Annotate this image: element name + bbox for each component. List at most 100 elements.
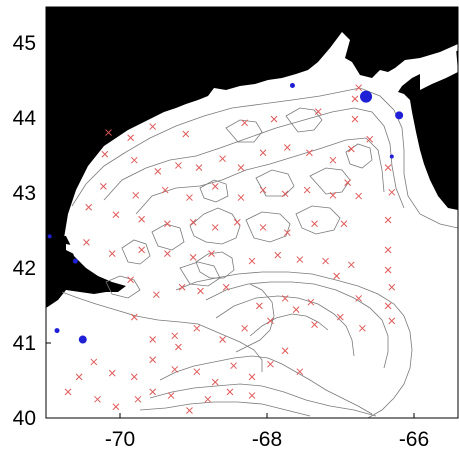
blue-dot-marker bbox=[47, 234, 52, 239]
land-cape-cod bbox=[66, 244, 130, 282]
station-x-marker bbox=[85, 203, 93, 211]
station-x-marker bbox=[75, 373, 83, 381]
station-x-marker bbox=[171, 366, 179, 373]
station-x-marker bbox=[175, 343, 182, 351]
station-x-marker bbox=[211, 378, 219, 386]
station-x-marker bbox=[100, 182, 107, 190]
station-x-marker bbox=[296, 256, 304, 263]
station-x-marker bbox=[127, 276, 134, 284]
station-x-marker bbox=[83, 239, 90, 246]
station-x-marker bbox=[211, 224, 219, 231]
station-x-marker bbox=[112, 211, 120, 219]
station-x-marker bbox=[384, 216, 392, 224]
station-x-marker bbox=[351, 115, 359, 123]
land-channel-notch bbox=[420, 48, 458, 90]
station-x-marker bbox=[193, 324, 201, 332]
station-x-marker bbox=[186, 407, 193, 414]
station-x-marker bbox=[347, 261, 355, 269]
station-x-marker bbox=[256, 302, 263, 310]
x-tick-label: -66 bbox=[399, 428, 429, 451]
station-x-marker bbox=[94, 395, 101, 403]
station-x-marker bbox=[355, 84, 363, 92]
station-x-marker bbox=[311, 220, 318, 228]
station-x-marker bbox=[329, 191, 337, 199]
station-x-marker bbox=[336, 313, 344, 321]
station-x-marker bbox=[164, 250, 171, 257]
station-x-marker bbox=[259, 149, 267, 157]
station-x-marker bbox=[303, 186, 311, 194]
station-x-marker bbox=[130, 373, 138, 381]
station-x-marker bbox=[296, 368, 304, 376]
station-x-marker bbox=[237, 194, 245, 201]
station-x-marker bbox=[259, 186, 267, 194]
station-x-marker bbox=[248, 257, 256, 265]
station-x-marker bbox=[267, 317, 274, 325]
station-x-marker bbox=[388, 188, 396, 196]
y-tick-label: 43 bbox=[13, 182, 36, 205]
station-x-marker bbox=[101, 150, 109, 158]
station-x-marker bbox=[292, 306, 300, 313]
y-tick-label: 44 bbox=[13, 107, 37, 130]
station-x-marker bbox=[347, 145, 355, 153]
station-x-marker bbox=[384, 164, 392, 172]
station-x-marker bbox=[351, 95, 359, 103]
station-x-marker bbox=[314, 108, 322, 115]
station-x-marker bbox=[197, 287, 204, 295]
blue-dot-marker bbox=[72, 258, 78, 264]
station-x-marker bbox=[108, 250, 116, 257]
station-x-marker bbox=[241, 324, 248, 332]
station-x-marker bbox=[283, 229, 291, 237]
station-x-marker bbox=[259, 224, 267, 231]
y-tick-label: 45 bbox=[13, 32, 36, 55]
blue-dot-marker bbox=[389, 154, 394, 159]
station-x-marker bbox=[182, 130, 190, 138]
station-x-marker bbox=[161, 186, 169, 194]
station-x-marker bbox=[267, 360, 274, 368]
station-x-marker bbox=[189, 253, 197, 261]
station-x-marker bbox=[175, 162, 182, 169]
blue-dot-marker bbox=[54, 328, 60, 334]
station-x-marker bbox=[105, 129, 112, 136]
station-x-marker bbox=[90, 358, 98, 366]
station-x-marker bbox=[154, 168, 162, 175]
station-x-marker bbox=[149, 356, 157, 364]
station-x-marker bbox=[355, 295, 363, 302]
station-x-marker bbox=[130, 156, 138, 164]
station-x-marker bbox=[241, 119, 248, 127]
station-x-marker bbox=[230, 362, 237, 370]
station-x-marker bbox=[149, 388, 157, 396]
station-x-marker bbox=[344, 179, 351, 186]
station-x-marker bbox=[333, 272, 340, 280]
station-x-marker bbox=[322, 257, 329, 265]
station-x-marker bbox=[237, 164, 245, 172]
station-x-marker bbox=[171, 332, 179, 340]
station-x-marker bbox=[384, 266, 392, 274]
blue-dot-marker bbox=[395, 111, 404, 120]
station-x-marker bbox=[340, 220, 348, 228]
station-x-marker bbox=[307, 298, 315, 306]
station-x-marker bbox=[138, 246, 145, 254]
station-x-marker bbox=[329, 156, 337, 164]
station-x-marker bbox=[164, 220, 171, 228]
station-x-marker bbox=[281, 295, 289, 302]
station-x-marker bbox=[283, 144, 291, 151]
station-x-marker bbox=[193, 368, 201, 376]
land-mainland bbox=[46, 7, 458, 268]
station-x-marker bbox=[211, 182, 219, 190]
station-x-marker bbox=[248, 392, 256, 399]
station-x-marker bbox=[186, 194, 193, 201]
station-x-marker bbox=[355, 192, 363, 200]
land-southwest bbox=[46, 236, 126, 308]
station-x-marker bbox=[134, 395, 142, 403]
station-x-marker bbox=[306, 149, 313, 157]
station-x-marker bbox=[384, 302, 392, 310]
station-x-marker bbox=[384, 246, 392, 254]
station-x-marker bbox=[153, 291, 160, 299]
blue-dot-marker bbox=[289, 82, 295, 88]
station-x-marker bbox=[64, 388, 72, 396]
station-x-marker bbox=[281, 190, 289, 198]
station-x-marker bbox=[281, 347, 289, 355]
station-x-marker bbox=[366, 135, 374, 143]
